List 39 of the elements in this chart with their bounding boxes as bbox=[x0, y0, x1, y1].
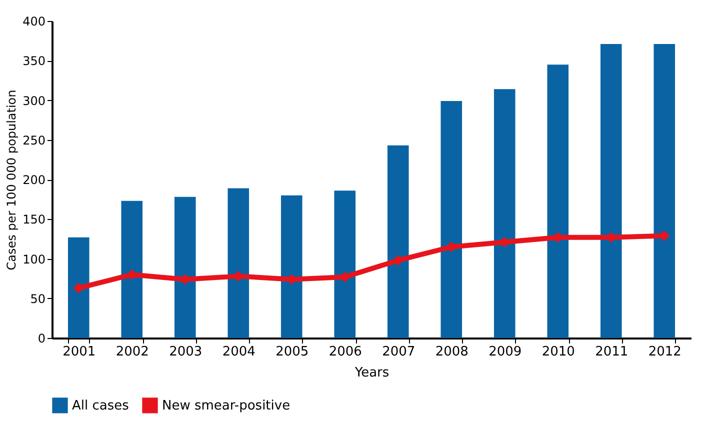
x-tick-label: 2010 bbox=[542, 344, 575, 360]
x-tick-label: 2005 bbox=[276, 344, 309, 360]
x-tick-label: 2001 bbox=[62, 344, 96, 360]
y-tick-label: 150 bbox=[22, 212, 46, 227]
y-tick-label: 0 bbox=[38, 332, 46, 346]
bar bbox=[174, 196, 196, 338]
bar bbox=[547, 64, 569, 338]
bar bbox=[228, 188, 250, 338]
bar bbox=[654, 44, 676, 338]
bar bbox=[68, 237, 90, 338]
x-tick-label: 2002 bbox=[116, 344, 149, 360]
x-tick-label: 2012 bbox=[648, 344, 682, 360]
bar bbox=[280, 195, 302, 338]
y-tick-label: 200 bbox=[22, 173, 46, 187]
point bbox=[73, 282, 84, 294]
y-axis-title: Cases per 100 000 population bbox=[4, 90, 19, 270]
x-tick-label: 2009 bbox=[488, 344, 522, 360]
bar bbox=[387, 145, 409, 338]
y-tick-label: 50 bbox=[30, 292, 46, 306]
legend-label: All cases bbox=[72, 398, 130, 414]
x-tick-label: 2008 bbox=[435, 344, 468, 360]
y-tick-label: 250 bbox=[22, 133, 46, 148]
x-axis-title: Years bbox=[354, 366, 390, 380]
bar bbox=[334, 190, 356, 338]
y-tick-label: 300 bbox=[22, 94, 46, 108]
legend-label: New smear-positive bbox=[162, 398, 290, 414]
bar bbox=[121, 200, 143, 338]
x-tick-label: 2007 bbox=[382, 344, 416, 360]
y-tick-label: 350 bbox=[22, 54, 46, 68]
bar bbox=[494, 89, 516, 338]
x-tick-label: 2004 bbox=[222, 344, 256, 360]
bar bbox=[440, 101, 462, 338]
y-tick-label: 100 bbox=[22, 252, 46, 266]
x-tick-label: 2003 bbox=[169, 344, 202, 360]
bar bbox=[600, 44, 622, 338]
point bbox=[392, 255, 404, 266]
x-tick-label: 2011 bbox=[595, 344, 628, 360]
y-tick-label: 400 bbox=[22, 14, 46, 28]
x-tick-label: 2006 bbox=[328, 344, 362, 360]
